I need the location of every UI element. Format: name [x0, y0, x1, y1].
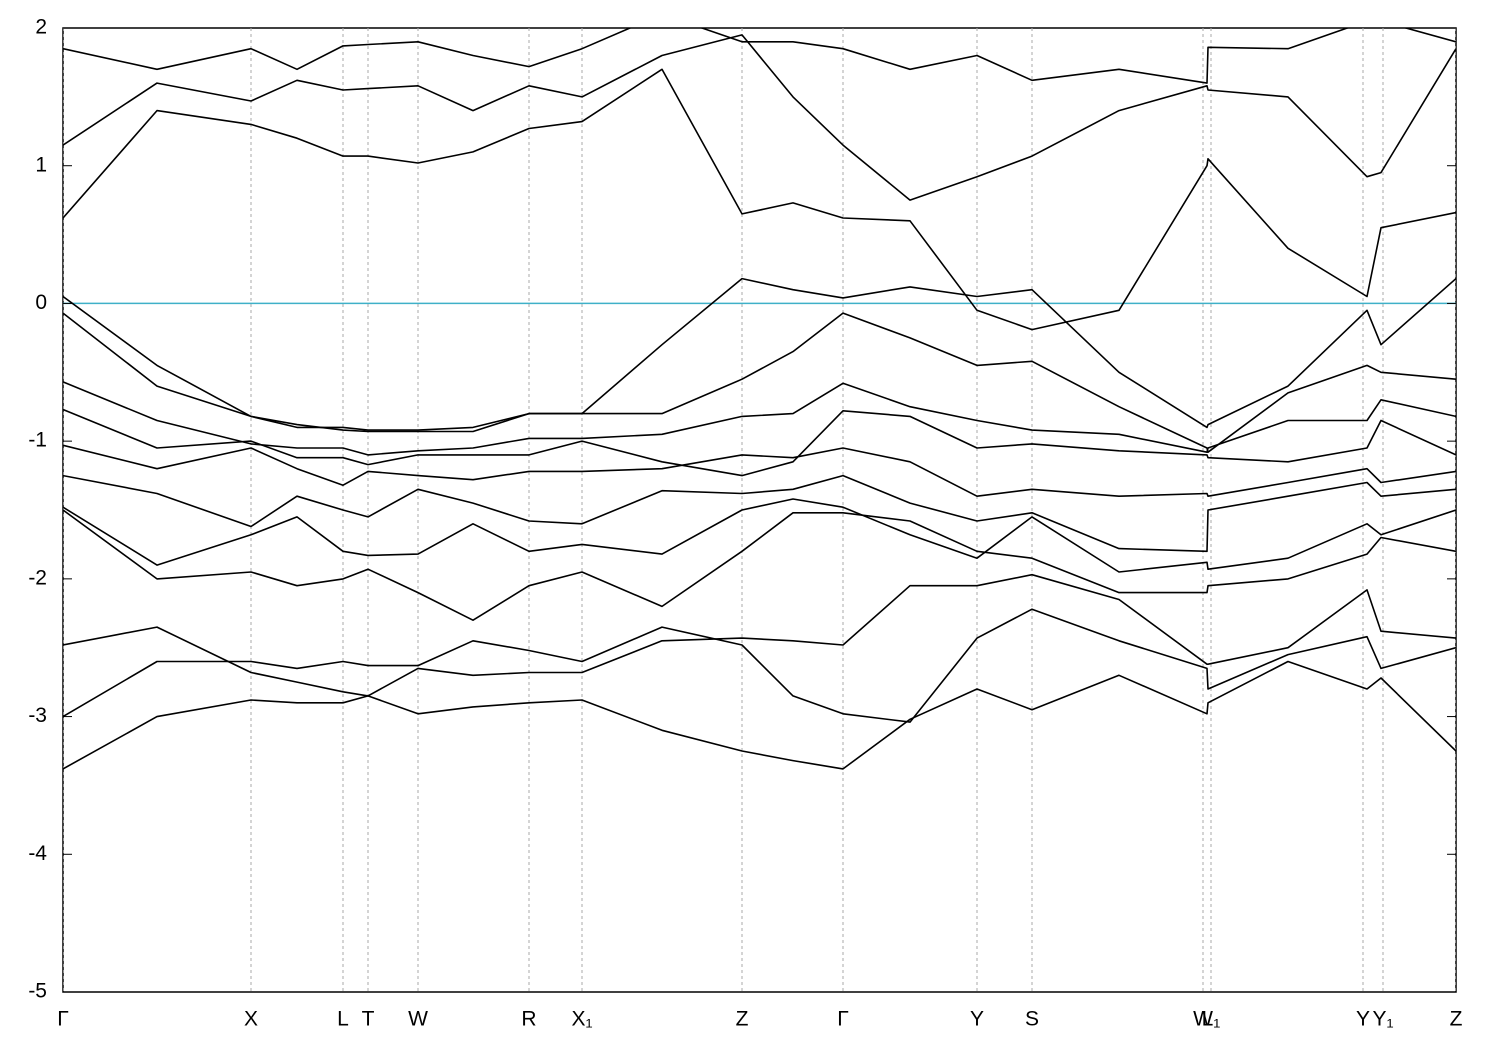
- band-line: [63, 381, 1456, 456]
- band-line: [63, 312, 1456, 453]
- y-tick-label: -3: [28, 704, 47, 727]
- x-tick-label: Z: [1450, 1008, 1463, 1031]
- band-line: [63, 34, 1456, 201]
- band-line: [63, 68, 1456, 331]
- band-line: [63, 28, 1456, 84]
- y-tick-label: -4: [28, 842, 47, 865]
- x-tick-label: Z: [736, 1008, 749, 1031]
- x-tick-label: Y₁: [1372, 1008, 1393, 1031]
- x-tick-label: R: [521, 1008, 536, 1031]
- y-tick-label: 0: [35, 291, 47, 314]
- y-tick-label: -1: [28, 429, 47, 452]
- x-tick-label: X₁: [571, 1008, 592, 1031]
- x-tick-label: Y: [1356, 1008, 1370, 1031]
- y-tick-label: -2: [28, 566, 47, 589]
- band-line: [63, 660, 1456, 770]
- band-line: [63, 474, 1456, 553]
- x-tick-label: Γ: [57, 1008, 69, 1031]
- plot-frame: [62, 27, 1457, 993]
- x-tick-label: S: [1025, 1008, 1039, 1031]
- y-tick-label: 1: [35, 153, 47, 176]
- band-line: [63, 509, 1456, 621]
- band-line: [63, 444, 1456, 497]
- x-tick-label: T: [362, 1008, 375, 1031]
- x-tick-label: L: [337, 1008, 349, 1031]
- y-tick-label: -5: [28, 980, 47, 1003]
- x-tick-label: W: [1193, 1008, 1213, 1031]
- plot-area: [63, 28, 1456, 992]
- band-line: [63, 573, 1456, 697]
- band-line: [63, 498, 1456, 573]
- y-tick-label: 2: [35, 16, 47, 39]
- band-line: [63, 608, 1456, 723]
- band-line: [63, 408, 1456, 477]
- x-tick-label: X: [244, 1008, 258, 1031]
- x-tick-label: Y: [970, 1008, 984, 1031]
- x-tick-label: Γ: [837, 1008, 849, 1031]
- x-tick-label: L₁: [1202, 1008, 1221, 1031]
- x-tick-label: W: [408, 1008, 428, 1031]
- band-line: [63, 277, 1456, 433]
